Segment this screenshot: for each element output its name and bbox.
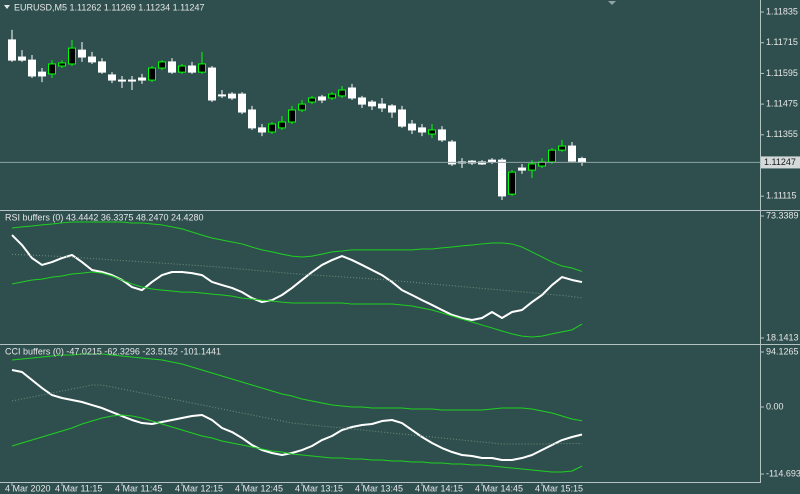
candle-body bbox=[98, 61, 106, 73]
candle-body bbox=[108, 74, 116, 81]
candle-body bbox=[168, 61, 176, 73]
candle-body bbox=[448, 141, 456, 165]
indicator-line bbox=[11, 384, 583, 445]
y-tick-label: 0.00 bbox=[766, 401, 784, 411]
y-tick-label: 73.3389 bbox=[766, 210, 799, 220]
shift-marker bbox=[608, 1, 616, 5]
menu-arrow[interactable] bbox=[4, 5, 10, 9]
candle-body bbox=[158, 61, 166, 69]
y-tick-label: 1.11355 bbox=[766, 129, 798, 139]
y-tick-label: -114.693 bbox=[766, 468, 800, 478]
y-tick-label: 1.11715 bbox=[766, 37, 798, 47]
candle-body bbox=[278, 121, 286, 129]
candle-body bbox=[238, 93, 246, 113]
candle-body bbox=[328, 93, 336, 99]
candle-body bbox=[378, 103, 386, 109]
candle-body bbox=[568, 145, 576, 162]
indicator-line bbox=[11, 414, 583, 473]
candle-body bbox=[308, 97, 316, 103]
x-tick-label: 4 Mar 11:45 bbox=[115, 483, 162, 493]
candle-body bbox=[508, 171, 516, 195]
chart-title: EURUSD,M5 1.11262 1.11269 1.11234 1.1124… bbox=[14, 2, 204, 12]
candle-body bbox=[58, 62, 66, 67]
candle-body bbox=[38, 71, 46, 77]
candle-body bbox=[428, 129, 436, 135]
x-tick-label: 4 Mar 12:15 bbox=[175, 483, 223, 493]
candle-body bbox=[528, 163, 536, 171]
candle-body bbox=[88, 56, 96, 63]
x-tick-label: 4 Mar 13:45 bbox=[355, 483, 403, 493]
candle-body bbox=[298, 103, 306, 111]
candle-body bbox=[418, 127, 426, 133]
x-tick-label: 4 Mar 13:15 bbox=[295, 483, 343, 493]
frame bbox=[0, 0, 800, 483]
candle-body bbox=[8, 39, 16, 61]
current-price-box bbox=[761, 156, 800, 169]
x-tick-label: 4 Mar 15:15 bbox=[535, 483, 583, 493]
candle-body bbox=[148, 67, 156, 81]
candle-body bbox=[538, 161, 546, 167]
candle-body bbox=[348, 87, 356, 99]
candle-body bbox=[138, 77, 146, 81]
candle-body bbox=[498, 159, 506, 197]
x-tick-label: 4 Mar 2020 bbox=[5, 483, 51, 493]
indicator-line bbox=[11, 234, 583, 321]
candle-body bbox=[408, 123, 416, 131]
x-tick-label: 4 Mar 11:15 bbox=[55, 483, 102, 493]
current-price-label: 1.11247 bbox=[764, 157, 796, 167]
candle-body bbox=[268, 123, 276, 133]
candle-body bbox=[318, 96, 326, 101]
candle-body bbox=[338, 89, 346, 97]
cci-title: CCI buffers (0) -47.0215 -62.3296 -23.51… bbox=[5, 346, 221, 356]
candle-body bbox=[358, 97, 366, 105]
candle-body bbox=[28, 59, 36, 77]
candle-body bbox=[578, 158, 586, 163]
candle-body bbox=[248, 109, 256, 129]
indicator-line bbox=[11, 271, 583, 338]
candle-body bbox=[178, 65, 186, 73]
y-tick-label: 1.11595 bbox=[766, 68, 798, 78]
indicator-line bbox=[11, 369, 583, 462]
y-tick-label: 1.11475 bbox=[766, 98, 798, 108]
candle-body bbox=[48, 63, 56, 75]
candle-body bbox=[548, 149, 556, 163]
y-tick-label: 18.1413 bbox=[766, 332, 799, 342]
candle-body bbox=[128, 79, 136, 82]
candles bbox=[8, 29, 586, 201]
candle-body bbox=[78, 49, 86, 58]
y-tick-label: 1.11115 bbox=[766, 191, 797, 201]
candle-body bbox=[388, 105, 396, 113]
candle-body bbox=[488, 159, 496, 163]
x-tick-label: 4 Mar 14:45 bbox=[475, 483, 523, 493]
candle-body bbox=[68, 47, 76, 65]
rsi-title: RSI buffers (0) 43.4442 36.3375 48.2470 … bbox=[5, 212, 204, 222]
candle-body bbox=[518, 167, 526, 171]
candle-body bbox=[118, 79, 126, 82]
candle-body bbox=[438, 129, 446, 141]
candle-body bbox=[208, 67, 216, 101]
indicator-line bbox=[11, 221, 583, 272]
candle-body bbox=[398, 109, 406, 127]
candle-body bbox=[228, 93, 236, 99]
candle-body bbox=[558, 145, 566, 151]
candle-body bbox=[188, 65, 196, 73]
x-tick-label: 4 Mar 12:45 bbox=[235, 483, 283, 493]
candle-body bbox=[218, 94, 226, 97]
indicator-line bbox=[11, 353, 583, 422]
candle-body bbox=[198, 63, 206, 73]
candle-body bbox=[478, 161, 486, 165]
candle-body bbox=[368, 101, 376, 107]
x-tick-label: 4 Mar 14:15 bbox=[415, 483, 463, 493]
candle-body bbox=[18, 56, 26, 61]
y-tick-label: 94.1265 bbox=[766, 346, 799, 356]
y-tick-label: 1.11835 bbox=[766, 6, 798, 16]
candle-body bbox=[258, 127, 266, 133]
indicator-line bbox=[11, 253, 583, 299]
candle-body bbox=[288, 109, 296, 123]
